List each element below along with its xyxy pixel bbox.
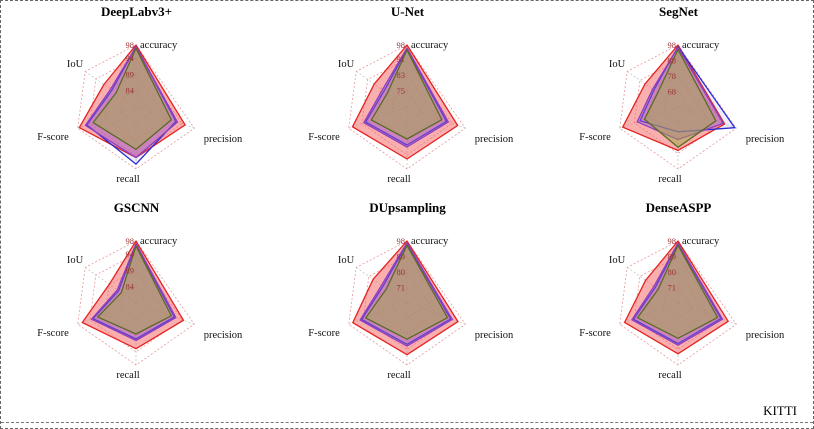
axis-label-recall: recall (387, 174, 410, 185)
tick-label: 91 (397, 54, 406, 64)
axis-label-iou: IoU (338, 59, 355, 70)
tick-label: 80 (397, 267, 406, 277)
series-green-polygon (643, 48, 717, 148)
chart-cell-segnet: SegNet 68 78 88 98 accuracy IoU F-score recall p… (543, 1, 813, 197)
grid-ring (348, 240, 466, 366)
grid-ring (348, 44, 466, 170)
tick-label: 98 (397, 40, 406, 50)
grid-ring (77, 240, 195, 366)
axis-label-f-score: F-score (308, 132, 340, 143)
axis-label-f-score: F-score (579, 132, 611, 143)
axis-label-precision: precision (746, 134, 785, 145)
grid-ring (619, 44, 737, 170)
axis-label-iou: IoU (67, 59, 84, 70)
axis-label-iou: IoU (609, 255, 626, 266)
axis-label-recall: recall (658, 370, 681, 381)
tick-label: 94 (126, 53, 135, 63)
axis-label-precision: precision (475, 134, 514, 145)
bottom-divider (1, 422, 813, 423)
axis-label-iou: IoU (338, 255, 355, 266)
axis-label-precision: precision (204, 134, 243, 145)
tick-label: 98 (668, 236, 677, 246)
axis-label-f-score: F-score (37, 132, 69, 143)
axis-label-recall: recall (116, 370, 139, 381)
chart-title: DUpsampling (369, 200, 446, 215)
axis-label-precision: precision (204, 330, 243, 341)
dataset-label: KITTI (763, 403, 797, 418)
chart-cell-gscnn: GSCNN 84 89 94 98 accuracy IoU F-score recall pr… (1, 197, 272, 393)
tick-label: 80 (668, 267, 677, 277)
chart-row-top: DeepLabv3+ 84 89 94 98 accuracy IoU F-score rec… (1, 1, 813, 197)
radar-chart-unet: 75 83 91 98 accuracy IoU F-score recall precisio… (308, 40, 514, 185)
series-green-polygon (365, 244, 449, 340)
chart-title: SegNet (659, 4, 698, 19)
chart-cell-unet: U-Net 75 83 91 98 accuracy IoU F-score recall pr… (272, 1, 543, 197)
series-green-polygon (370, 49, 443, 140)
tick-label: 71 (668, 283, 677, 293)
chart-title: U-Net (390, 4, 425, 19)
axis-label-f-score: F-score (37, 328, 69, 339)
axis-label-accuracy: accuracy (140, 236, 178, 247)
axis-label-recall: recall (116, 174, 139, 185)
axis-label-accuracy: accuracy (411, 40, 449, 51)
axis-label-iou: IoU (67, 255, 84, 266)
chart-cell-denseaspp: DenseASPP 71 80 89 98 accuracy IoU F-score reca… (543, 197, 813, 393)
tick-label: 68 (668, 87, 677, 97)
radar-chart-segnet: 68 78 88 98 accuracy IoU F-score recall precisio… (579, 40, 785, 185)
tick-label: 84 (126, 86, 135, 96)
tick-label: 94 (126, 249, 135, 259)
axis-label-accuracy: accuracy (140, 40, 178, 51)
tick-label: 89 (668, 252, 677, 262)
chart-cell-deeplabv3: DeepLabv3+ 84 89 94 98 accuracy IoU F-score rec… (1, 1, 272, 197)
series-green-polygon (636, 244, 719, 339)
radar-chart-gscnn: 84 89 94 98 accuracy IoU F-score recall precisio… (37, 236, 243, 381)
tick-label: 75 (397, 86, 406, 96)
series-green-polygon (92, 47, 172, 151)
axis-label-f-score: F-score (308, 328, 340, 339)
tick-label: 84 (126, 282, 135, 292)
tick-label: 89 (126, 69, 135, 79)
radar-chart-denseaspp: 71 80 89 98 accuracy IoU F-score recall precisio… (579, 236, 785, 381)
tick-label: 98 (126, 40, 135, 50)
axis-label-recall: recall (658, 174, 681, 185)
tick-label: 83 (397, 70, 406, 80)
tick-label: 78 (668, 71, 677, 81)
chart-row-bottom: GSCNN 84 89 94 98 accuracy IoU F-score recall pr… (1, 197, 813, 393)
axis-label-accuracy: accuracy (682, 236, 720, 247)
grid-ring (619, 240, 737, 366)
tick-label: 98 (668, 40, 677, 50)
tick-label: 98 (397, 236, 406, 246)
tick-label: 88 (668, 56, 677, 66)
axis-label-precision: precision (746, 330, 785, 341)
grid-ring (77, 44, 195, 170)
axis-label-accuracy: accuracy (682, 40, 720, 51)
tick-label: 89 (126, 265, 135, 275)
tick-label: 71 (397, 283, 406, 293)
chart-title: DenseASPP (645, 200, 712, 215)
axis-label-f-score: F-score (579, 328, 611, 339)
chart-title: DeepLabv3+ (101, 4, 172, 19)
axis-label-iou: IoU (609, 59, 626, 70)
axis-label-precision: precision (475, 330, 514, 341)
series-green-polygon (97, 245, 172, 335)
tick-label: 98 (126, 236, 135, 246)
radar-chart-dupsampling: 71 80 89 98 accuracy IoU F-score recall precisio… (308, 236, 514, 381)
axis-label-recall: recall (387, 370, 410, 381)
tick-label: 89 (397, 252, 406, 262)
axis-label-accuracy: accuracy (411, 236, 449, 247)
chart-cell-dupsampling: DUpsampling 71 80 89 98 accuracy IoU F-score re… (272, 197, 543, 393)
radar-chart-deeplabv3: 84 89 94 98 accuracy IoU F-score recall precisio… (37, 40, 243, 185)
chart-title: GSCNN (113, 200, 160, 215)
